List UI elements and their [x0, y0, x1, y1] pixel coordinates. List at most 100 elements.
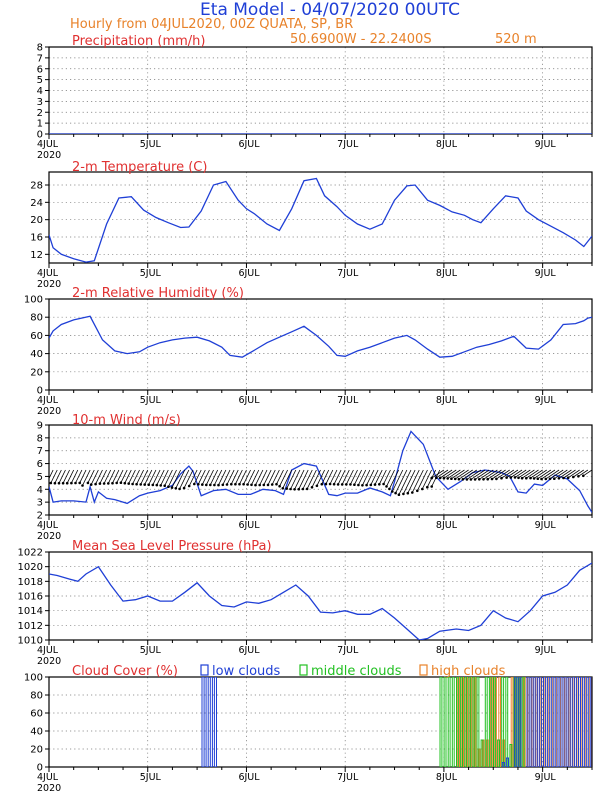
x-tick-label: 8JUL — [436, 520, 458, 531]
cloud-bar-low — [571, 677, 575, 767]
y-tick-label: 2 — [37, 511, 43, 522]
wind-vector — [247, 469, 256, 485]
legend-swatch-low — [200, 664, 209, 676]
x-tick-label: 9JUL — [535, 395, 557, 406]
y-tick-label: 16 — [30, 233, 43, 244]
x-tick-label: 8JUL — [436, 772, 458, 783]
y-tick-label: 5 — [37, 75, 43, 86]
wind-vector-head — [115, 481, 118, 485]
wind-vector — [558, 469, 572, 479]
cloud-bar-mid — [497, 739, 501, 767]
wind-vector-head — [127, 482, 130, 485]
wind-vector — [209, 469, 219, 486]
wind-vector — [183, 469, 194, 489]
wind-vector — [454, 469, 469, 480]
cloud-bar-high — [461, 677, 464, 767]
wind-vector — [175, 469, 186, 489]
wind-vector — [251, 469, 260, 485]
wind-vector-head — [289, 487, 292, 491]
cloud-bar-mid — [476, 677, 480, 767]
cloud-bar-high — [457, 677, 460, 767]
wind-vector — [398, 469, 412, 495]
wind-vector — [341, 469, 350, 485]
wind-vector — [267, 469, 276, 486]
wind-vector-head — [147, 483, 150, 487]
wind-vector-head — [275, 482, 278, 486]
x-tick-label: 8JUL — [436, 268, 458, 279]
cloud-bar-high — [473, 677, 477, 767]
wind-vector — [49, 469, 54, 480]
wind-vector-head — [135, 482, 138, 486]
y-tick-label: 0 — [37, 386, 43, 397]
wind-vector — [321, 469, 330, 485]
wind-vector — [50, 469, 58, 484]
wind-vector-head — [213, 483, 216, 487]
cloud-bar-mid — [472, 677, 476, 767]
wind-vector — [545, 469, 560, 480]
cloud-bar-mid — [480, 739, 484, 767]
wind-vector — [366, 469, 375, 486]
wind-vector — [140, 469, 149, 485]
wind-vector-head — [582, 474, 585, 478]
wind-vector — [533, 469, 547, 479]
wind-vector — [325, 469, 334, 485]
wind-vector — [436, 469, 449, 479]
wind-vector-head — [159, 484, 162, 487]
wind-vector-head — [139, 483, 142, 486]
wind-vector-head — [438, 476, 442, 480]
wind-vector-head — [365, 483, 368, 487]
wind-vector — [510, 469, 523, 478]
wind-vector-head — [131, 482, 134, 486]
x-tick-label: 5JUL — [140, 395, 162, 406]
wind-vector — [302, 469, 313, 490]
cloud-bar-low — [534, 677, 538, 767]
wind-vector-head — [495, 477, 498, 481]
wind-vector-head — [89, 483, 93, 486]
x-tick-label: 5JUL — [140, 772, 162, 783]
x-tick-label: 9JUL — [535, 139, 557, 150]
x-year-label: 2020 — [37, 656, 61, 667]
wind-vector-head — [536, 477, 540, 481]
wind-vector-head — [391, 490, 394, 493]
cloud-bar-mid — [513, 677, 517, 767]
wind-vector — [358, 469, 367, 486]
wind-vector — [403, 469, 416, 495]
wind-vector-head — [53, 481, 57, 485]
cloud-bars — [201, 677, 592, 767]
y-tick-label: 8 — [37, 43, 43, 54]
y-tick-label: 4 — [37, 485, 43, 496]
wind-vector — [286, 469, 297, 489]
wind-vector-head — [450, 477, 453, 481]
cloud-bar-low — [538, 677, 542, 767]
wind-vector-head — [65, 481, 69, 485]
wind-vector-head — [369, 483, 373, 487]
header: Eta Model - 04/07/2020 00UTC Hourly from… — [70, 0, 537, 47]
wind-vector-head — [187, 484, 191, 488]
y-tick-label: 1018 — [18, 577, 43, 588]
wind-vector — [329, 469, 338, 485]
wind-vector-head — [230, 482, 233, 486]
wind-vector-head — [70, 481, 73, 485]
x-tick-label: 5JUL — [140, 520, 162, 531]
wind-vector — [316, 469, 325, 486]
wind-vector — [407, 469, 420, 494]
wind-vector-head — [163, 484, 166, 488]
wind-vector-head — [406, 491, 410, 495]
x-tick-label: 9JUL — [535, 520, 557, 531]
wind-vector — [466, 469, 482, 480]
panel-slp: 1010 1012 1014 1016 1018 1020 1022 4JUL 5JUL 6JUL… — [18, 539, 593, 667]
panel-title: Cloud Cover (%) — [72, 664, 178, 679]
wind-vector-head — [411, 491, 414, 494]
wind-vector-head — [572, 475, 575, 479]
cloud-bar-low — [201, 677, 205, 767]
cloud-bar-low — [575, 677, 580, 767]
wind-vector-head — [469, 478, 473, 481]
plot-frame — [48, 551, 593, 641]
x-tick-label: 5JUL — [140, 645, 162, 656]
y-tick-label: 7 — [37, 53, 43, 64]
cloud-bar-low — [547, 677, 551, 767]
wind-vector — [573, 469, 584, 478]
y-tick-label: 100 — [24, 295, 43, 306]
wind-vector — [54, 469, 62, 484]
